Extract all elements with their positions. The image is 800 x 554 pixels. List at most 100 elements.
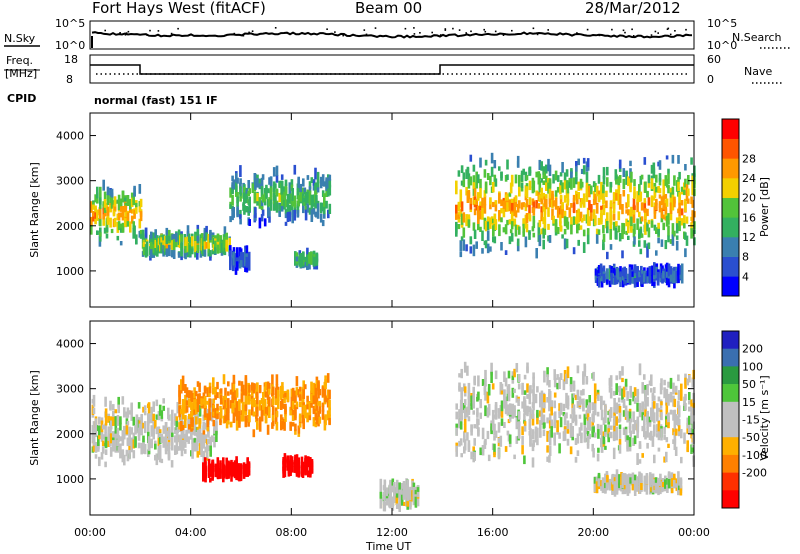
echo-cell bbox=[539, 420, 542, 428]
echo-cell bbox=[302, 178, 305, 187]
colorbar-segment bbox=[722, 419, 739, 438]
echo-cell bbox=[315, 190, 318, 195]
echo-cell bbox=[196, 393, 200, 401]
echo-cell bbox=[184, 415, 187, 421]
echo-cell bbox=[633, 186, 636, 199]
echo-cell bbox=[312, 406, 316, 415]
echo-cell bbox=[556, 175, 560, 182]
echo-cell bbox=[219, 388, 223, 394]
echo-cell bbox=[617, 211, 621, 221]
echo-cell bbox=[231, 188, 234, 195]
echo-cell bbox=[252, 429, 256, 438]
echo-cell bbox=[546, 445, 549, 453]
echo-cell bbox=[138, 423, 142, 433]
echo-cell bbox=[323, 193, 326, 204]
echo-cell bbox=[646, 396, 649, 407]
echo-cell bbox=[284, 209, 288, 214]
echo-cell bbox=[252, 383, 256, 394]
echo-cell bbox=[572, 197, 576, 203]
echo-cell bbox=[643, 485, 647, 492]
echo-cell bbox=[653, 209, 657, 219]
echo-cell bbox=[517, 398, 520, 406]
echo-cell bbox=[604, 445, 607, 450]
echo-cell bbox=[184, 253, 187, 260]
time-tick-label: 00:00 bbox=[74, 526, 106, 539]
echo-cell bbox=[97, 435, 100, 446]
echo-cell bbox=[469, 176, 473, 186]
echo-cell bbox=[479, 399, 482, 405]
echo-cell bbox=[688, 400, 691, 405]
echo-cell bbox=[556, 420, 559, 433]
echo-cell bbox=[586, 418, 590, 430]
time-tick-label: 16:00 bbox=[477, 526, 509, 539]
echo-cell bbox=[632, 198, 636, 208]
echo-cell bbox=[288, 185, 292, 194]
echo-cell bbox=[506, 159, 509, 170]
echo-cell bbox=[274, 398, 278, 405]
echo-cell bbox=[121, 190, 125, 203]
echo-cell bbox=[545, 198, 548, 210]
echo-cell bbox=[129, 201, 132, 210]
echo-cell bbox=[602, 233, 606, 242]
echo-cell bbox=[475, 179, 478, 189]
echo-cell bbox=[615, 416, 618, 426]
echo-cell bbox=[665, 390, 669, 402]
echo-cell bbox=[193, 438, 197, 443]
echo-cell bbox=[213, 436, 216, 448]
noise-search-point bbox=[342, 33, 345, 36]
echo-cell bbox=[180, 447, 184, 457]
echo-cell bbox=[462, 212, 466, 223]
echo-cell bbox=[547, 158, 550, 169]
echo-cell bbox=[667, 381, 670, 388]
echo-cell bbox=[636, 482, 639, 492]
echo-cell bbox=[97, 443, 100, 452]
echo-cell bbox=[205, 225, 208, 238]
echo-cell bbox=[529, 428, 532, 438]
echo-cell bbox=[548, 455, 551, 463]
echo-cell bbox=[239, 165, 242, 177]
echo-cell bbox=[107, 435, 110, 447]
echo-cell bbox=[204, 446, 207, 453]
echo-cell bbox=[677, 400, 680, 409]
echo-cell bbox=[483, 190, 487, 198]
echo-cell bbox=[673, 479, 676, 486]
echo-cell bbox=[547, 235, 550, 242]
echo-cell bbox=[202, 463, 205, 472]
echo-cell bbox=[610, 272, 613, 279]
echo-cell bbox=[647, 181, 651, 188]
echo-cell bbox=[150, 231, 153, 239]
echo-cell bbox=[219, 394, 223, 405]
echo-cell bbox=[499, 435, 503, 447]
y-tick-label: 3000 bbox=[56, 383, 84, 396]
echo-cell bbox=[580, 422, 583, 431]
echo-cell bbox=[594, 193, 597, 205]
velocity-x-ticks bbox=[89, 321, 695, 515]
echo-cell bbox=[677, 429, 681, 436]
echo-cell bbox=[398, 504, 401, 512]
echo-cell bbox=[297, 178, 300, 189]
echo-cell bbox=[248, 412, 251, 423]
echo-cell bbox=[236, 177, 239, 184]
echo-cell bbox=[295, 457, 299, 464]
echo-cell bbox=[562, 412, 566, 417]
echo-cell bbox=[239, 258, 243, 268]
echo-cell bbox=[576, 198, 579, 205]
echo-cell bbox=[517, 421, 521, 431]
echo-cell bbox=[178, 422, 181, 430]
echo-cell bbox=[117, 446, 120, 451]
echo-cell bbox=[539, 396, 542, 404]
echo-cell bbox=[328, 174, 332, 181]
echo-cell bbox=[107, 426, 110, 437]
echo-cell bbox=[254, 207, 257, 218]
echo-cell bbox=[593, 484, 597, 491]
echo-cell bbox=[633, 271, 637, 277]
echo-cell bbox=[92, 421, 96, 432]
echo-cell bbox=[223, 236, 227, 246]
noise-search-point bbox=[274, 27, 277, 29]
echo-cell bbox=[593, 432, 597, 438]
noise-search-point bbox=[631, 28, 633, 31]
echo-cell bbox=[294, 457, 297, 465]
echo-cell bbox=[622, 427, 626, 435]
echo-cell bbox=[469, 246, 473, 254]
